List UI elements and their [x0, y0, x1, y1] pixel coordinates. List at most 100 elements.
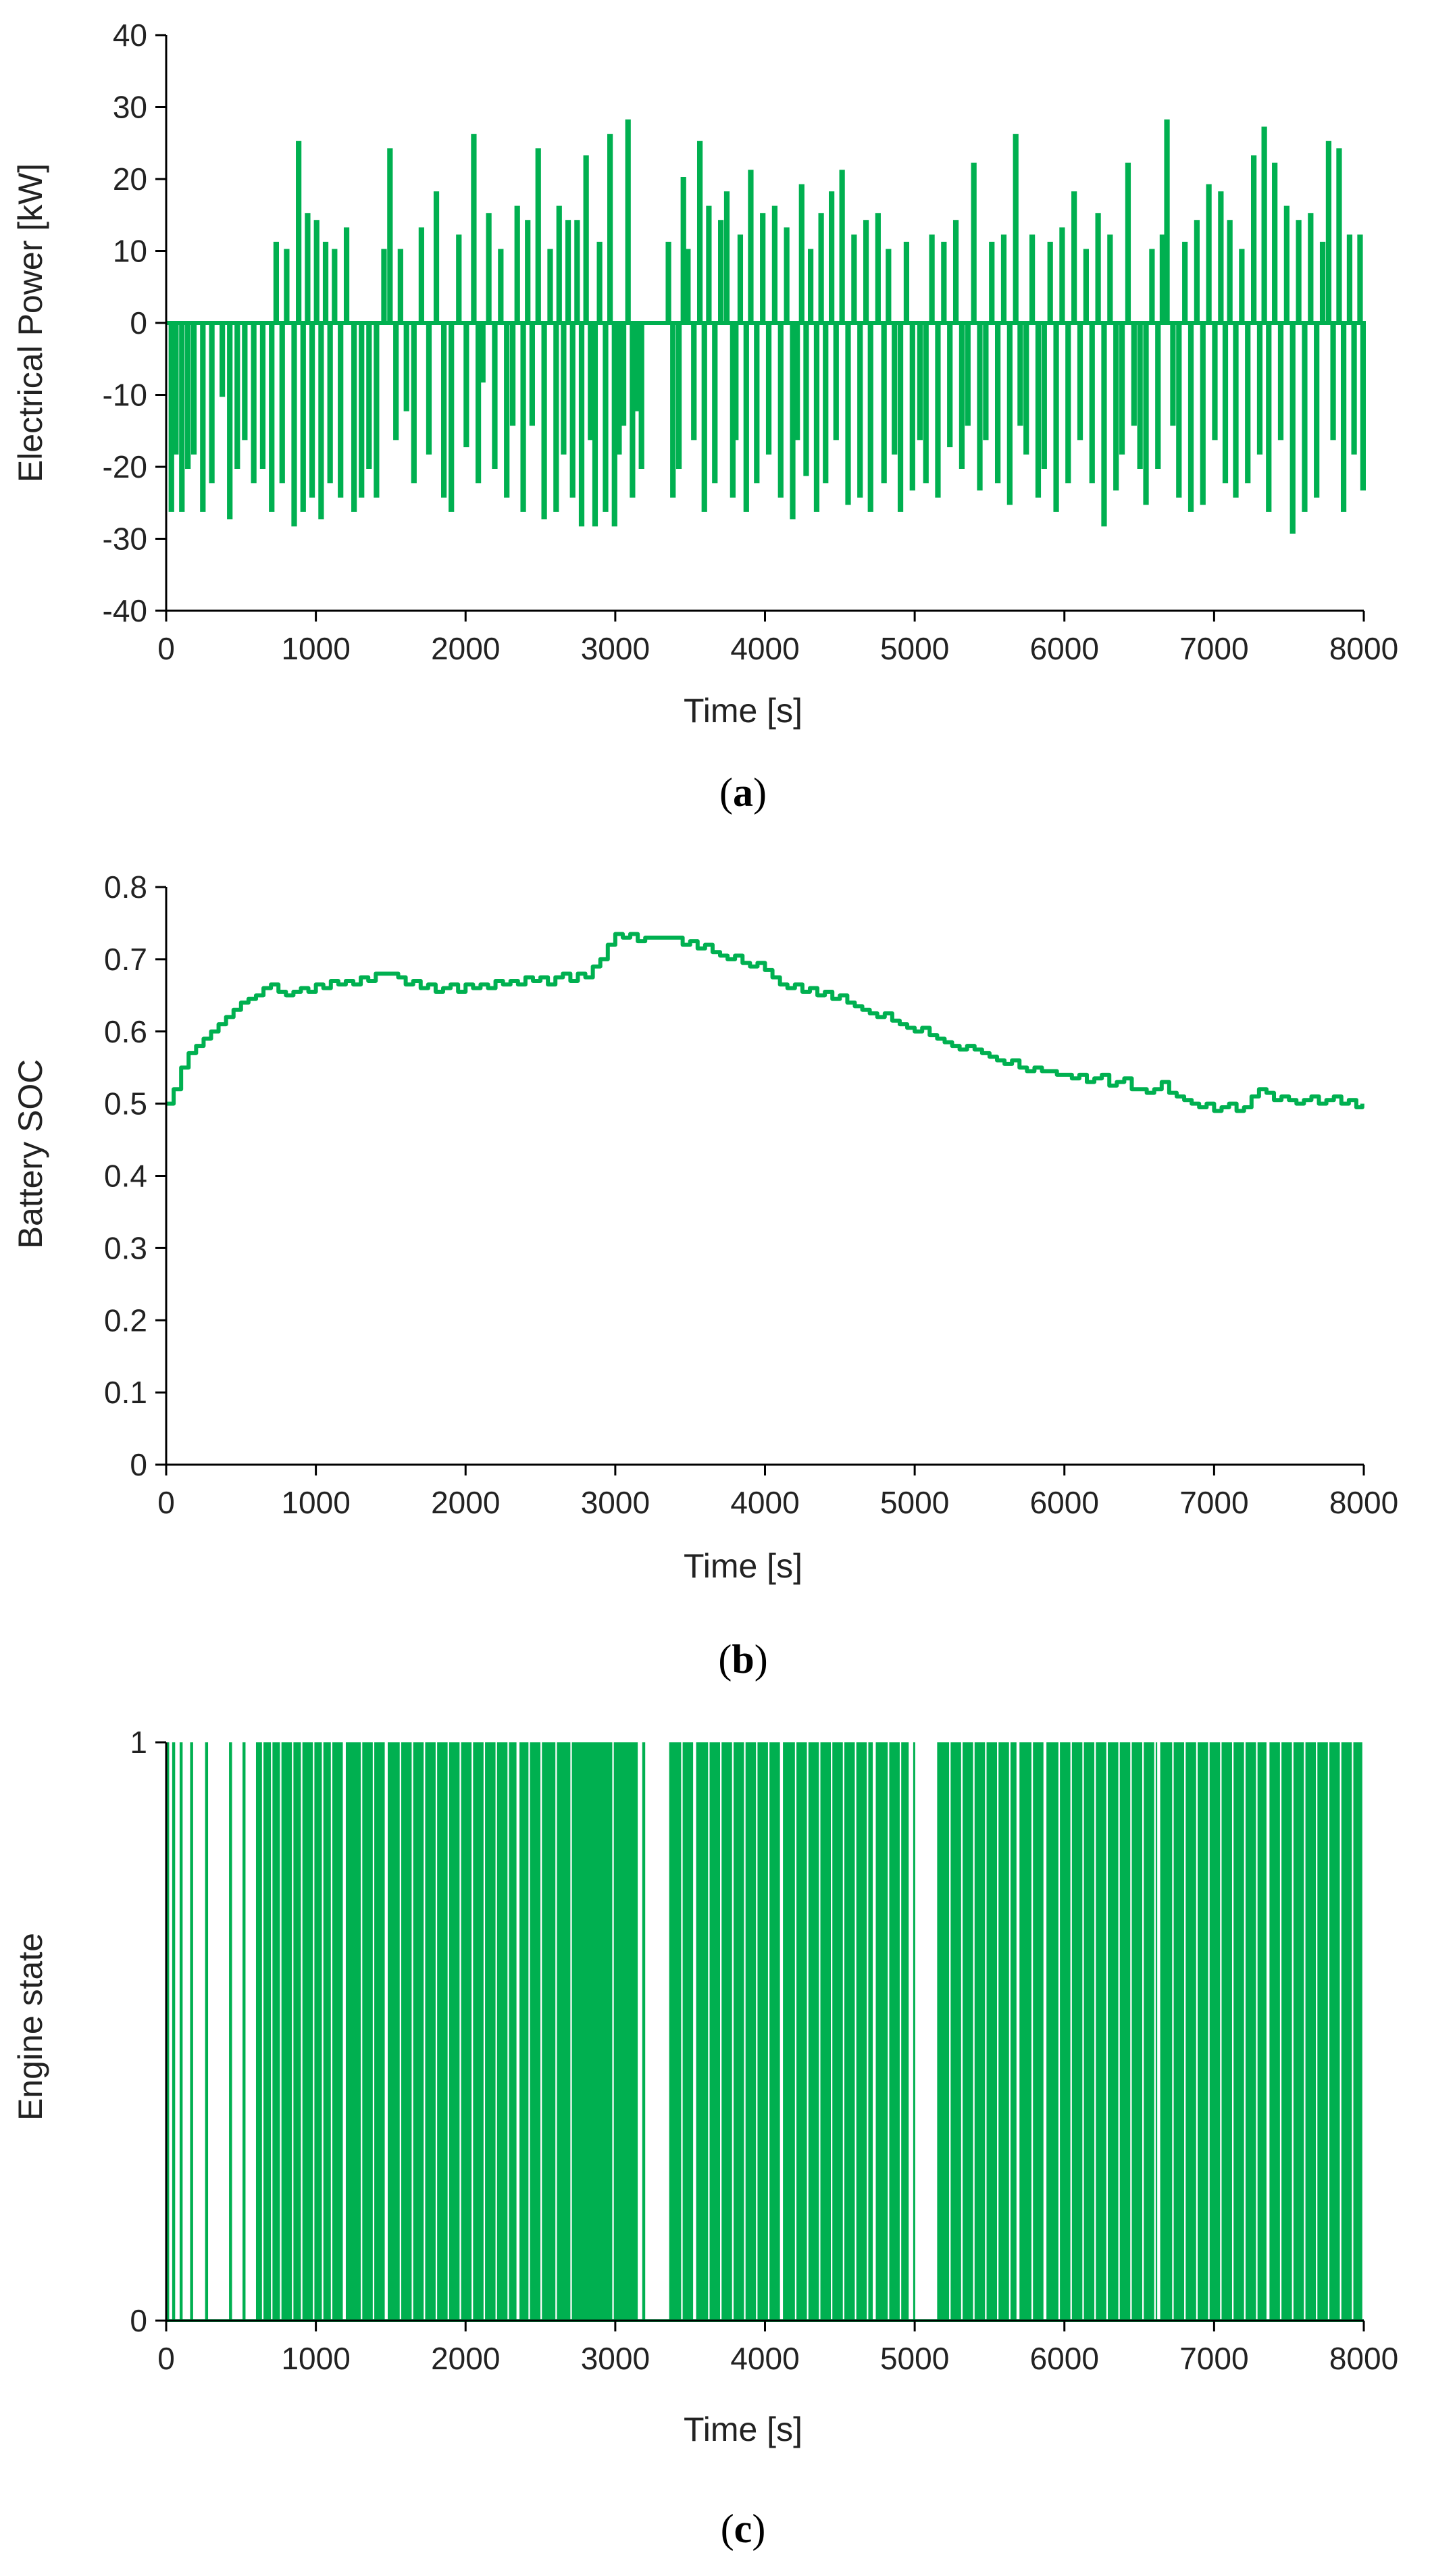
engine-off-gap: [720, 1742, 722, 2321]
engine-off-gap: [507, 1742, 509, 2321]
engine-on-interval: [179, 1742, 183, 2321]
x-tick-label: 2000: [431, 631, 500, 666]
x-tick-label: 8000: [1329, 2341, 1398, 2376]
engine-off-gap: [540, 1742, 542, 2321]
y-tick-label: 0: [130, 305, 147, 340]
engine-off-gap: [1231, 1742, 1234, 2321]
y-tick-label: 0.8: [104, 869, 147, 905]
engine-off-gap: [756, 1742, 758, 2321]
engine-off-gap: [807, 1742, 809, 2321]
engine-off-gap: [330, 1742, 333, 2321]
engine-off-gap: [528, 1742, 530, 2321]
series-line-battery-soc: [166, 932, 1364, 1113]
engine-off-gap: [1142, 1742, 1144, 2321]
engine-on-interval: [242, 1742, 246, 2321]
engine-on-interval: [229, 1742, 232, 2321]
engine-off-gap: [1327, 1742, 1330, 2321]
engine-off-gap: [399, 1742, 401, 2321]
x-tick-label: 6000: [1030, 631, 1099, 666]
engine-on-interval: [783, 1742, 873, 2321]
x-tick-label: 4000: [730, 631, 799, 666]
engine-off-gap: [1316, 1742, 1318, 2321]
x-tick-label: 7000: [1179, 631, 1248, 666]
engine-off-gap: [1304, 1742, 1306, 2321]
engine-off-gap: [708, 1742, 710, 2321]
engine-off-gap: [372, 1742, 375, 2321]
panel-label-a: (a): [719, 770, 767, 815]
x-tick-label: 3000: [581, 2341, 650, 2376]
engine-off-gap: [1094, 1742, 1096, 2321]
engine-off-gap: [985, 1742, 987, 2321]
x-tick-label: 1000: [281, 2341, 350, 2376]
engine-off-gap: [261, 1742, 264, 2321]
engine-off-gap: [1070, 1742, 1072, 2321]
series-engine-state: [166, 1742, 1364, 2322]
y-tick-label: 40: [113, 18, 147, 53]
engine-off-gap: [1154, 1742, 1156, 2321]
engine-off-gap: [767, 1742, 770, 2321]
engine-off-gap: [1118, 1742, 1120, 2321]
engine-off-gap: [612, 1742, 614, 2321]
engine-off-gap: [794, 1742, 797, 2321]
x-tick-label: 0: [157, 631, 175, 666]
engine-off-gap: [361, 1742, 363, 2321]
engine-off-gap: [570, 1742, 572, 2321]
engine-off-gap: [435, 1742, 438, 2321]
engine-off-gap: [1208, 1742, 1210, 2321]
y-tick-label: 20: [113, 161, 147, 197]
engine-off-gap: [280, 1742, 282, 2321]
x-tick-label: 3000: [581, 1485, 650, 1520]
engine-off-gap: [1172, 1742, 1174, 2321]
engine-off-gap: [555, 1742, 557, 2321]
panel-label-c: (c): [721, 2506, 766, 2551]
engine-off-gap: [949, 1742, 951, 2321]
x-tick-label: 8000: [1329, 1485, 1398, 1520]
engine-off-gap: [1220, 1742, 1222, 2321]
x-axis-title-c: Time [s]: [684, 2410, 802, 2448]
engine-off-gap: [301, 1742, 303, 2321]
y-tick-label: -20: [103, 449, 147, 484]
engine-off-gap: [1106, 1742, 1108, 2321]
x-tick-label: 1000: [281, 1485, 350, 1520]
x-tick-label: 6000: [1030, 2341, 1099, 2376]
x-tick-label: 8000: [1329, 631, 1398, 666]
engine-off-gap: [313, 1742, 315, 2321]
x-tick-label: 0: [157, 1485, 175, 1520]
engine-off-gap: [271, 1742, 273, 2321]
engine-off-gap: [1184, 1742, 1186, 2321]
engine-off-gap: [744, 1742, 746, 2321]
engine-on-interval: [345, 1742, 385, 2321]
x-tick-label: 2000: [431, 1485, 500, 1520]
x-tick-label: 4000: [730, 1485, 799, 1520]
y-tick-label: 0.6: [104, 1014, 147, 1049]
engine-off-gap: [1130, 1742, 1132, 2321]
x-tick-label: 0: [157, 2341, 175, 2376]
engine-off-gap: [681, 1742, 683, 2321]
engine-on-interval: [937, 1742, 1017, 2321]
y-tick-label: 0.5: [104, 1086, 147, 1121]
engine-off-gap: [867, 1742, 869, 2321]
engine-off-gap: [1082, 1742, 1084, 2321]
x-tick-label: 5000: [880, 2341, 949, 2376]
engine-off-gap: [1256, 1742, 1258, 2321]
engine-on-interval: [696, 1742, 780, 2321]
engine-off-gap: [447, 1742, 449, 2321]
engine-on-interval: [166, 1742, 170, 2321]
engine-off-gap: [854, 1742, 857, 2321]
engine-off-gap: [732, 1742, 734, 2321]
engine-on-interval: [1046, 1742, 1158, 2321]
engine-off-gap: [495, 1742, 497, 2321]
y-axis-title-b: Battery SOC: [11, 1059, 49, 1249]
engine-off-gap: [483, 1742, 486, 2321]
chart-panel-c: Engine state Time [s] (c) 0 1 0 1000 2000 300…: [11, 1725, 1398, 2551]
x-axis-title-a: Time [s]: [684, 692, 802, 730]
engine-on-interval: [642, 1742, 646, 2321]
engine-off-gap: [1031, 1742, 1033, 2321]
engine-off-gap: [888, 1742, 890, 2321]
series-line-electrical-power: [166, 119, 1366, 534]
x-tick-label: 6000: [1030, 1485, 1099, 1520]
engine-off-gap: [424, 1742, 426, 2321]
engine-off-gap: [819, 1742, 821, 2321]
engine-on-interval: [1019, 1742, 1044, 2321]
